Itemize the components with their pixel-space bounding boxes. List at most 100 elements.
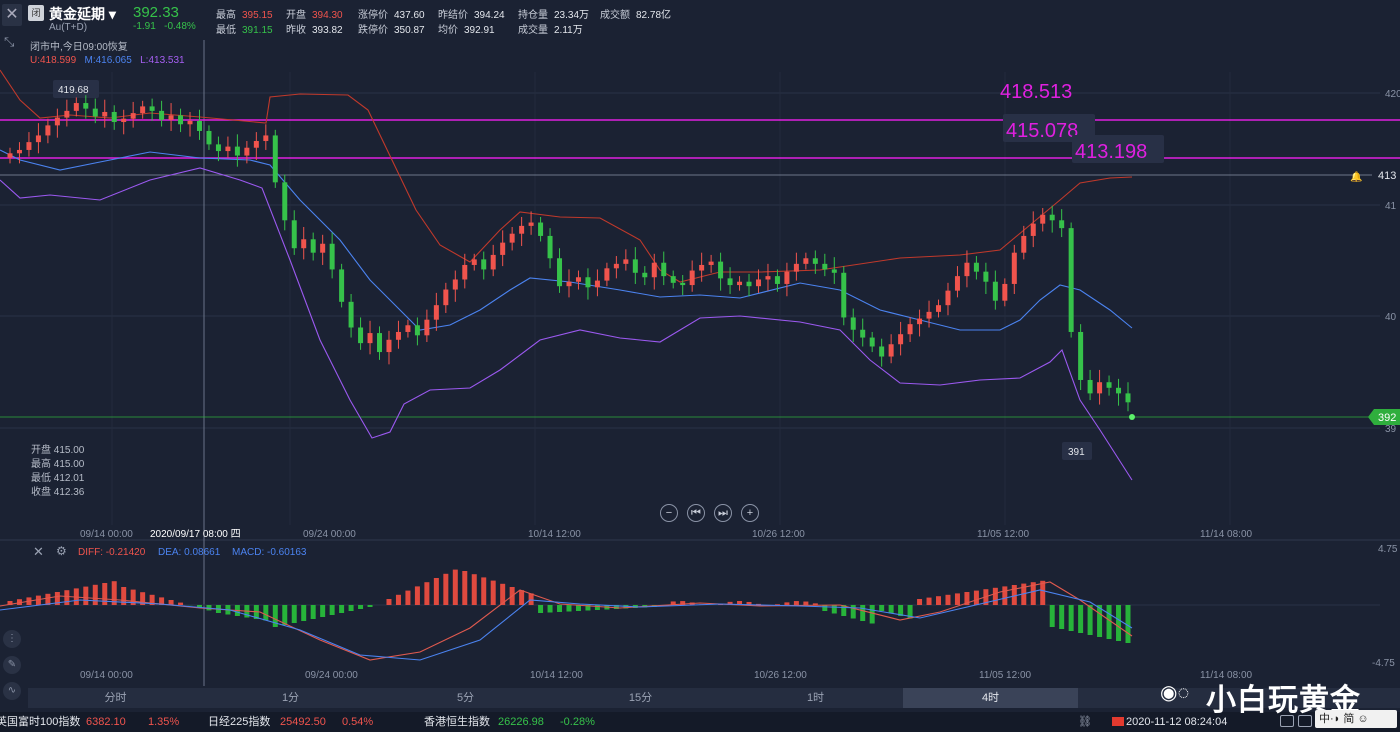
candle-body [395,331,401,340]
ime-toolbar[interactable]: 中·◗ 简 ☺ [1315,710,1397,728]
macd-histogram-bar [140,592,146,605]
candle-tool-icon[interactable]: ⋮ [3,630,21,648]
candle-body [45,125,51,136]
last-price: 392.33 [133,4,179,21]
macd-histogram-bar [623,605,629,609]
macd-histogram-bar [462,571,468,605]
candle-body [234,146,240,156]
boll-lower-line [0,167,1133,481]
crosshair-tool-icon[interactable]: ⤡ [4,34,15,49]
jump-start-button[interactable]: ⏮ [687,504,705,522]
y-axis-label: 420 [1385,89,1400,100]
draw-tool-icon[interactable]: ✎ [3,656,21,674]
candle-body [130,113,136,119]
weibo-logo-icon: ◉◌ [1160,682,1190,704]
macd-histogram-bar [83,586,89,605]
ticker-pct-nikkei: 0.54% [342,716,374,728]
macd-histogram-bar [557,605,563,612]
ticker-name-nikkei[interactable]: 日经225指数 [208,716,271,728]
x-axis-label: 10/26 12:00 [752,529,805,540]
macd-histogram-bar [282,605,288,625]
candle-body [604,268,610,281]
candle-body [443,289,449,306]
macd-histogram-bar [320,605,326,617]
macd-histogram-bar [936,596,942,605]
candle-body [178,115,184,125]
macd-histogram-bar [253,605,259,619]
macd-histogram-bar [992,587,998,605]
macd-histogram-bar [566,605,572,612]
window-restore-button[interactable] [1280,715,1294,727]
macd-histogram-bar [926,597,932,605]
zoom-in-button[interactable]: + [741,504,759,522]
candle-body [519,225,525,234]
ticker-name-ftse[interactable]: 英国富时100指数 [0,716,81,728]
tab-15min[interactable]: 15分 [628,692,653,704]
y-axis-label: 39 [1385,424,1397,435]
stat-open: 开盘 394.30 [286,10,343,21]
macd-histogram-bar [661,605,667,607]
candle-body [850,317,856,330]
last-price-tag-bg [1368,409,1400,425]
macd-histogram-bar [1125,605,1131,643]
symbol-name[interactable]: 黄金延期 ▾ [49,6,116,22]
macd-histogram-bar [452,569,458,605]
candle-body [291,220,297,249]
boll-legend: U:418.599 M:416.065 L:413.531 [30,55,185,66]
min-label-bg [1062,442,1092,460]
tab-1min[interactable]: 1分 [281,692,300,704]
tab-1hour[interactable]: 1时 [806,692,825,704]
indicator-tool-icon[interactable]: ∿ [3,682,21,700]
macd-settings-icon[interactable]: ⚙ [56,544,67,558]
candle-body [917,318,923,325]
candle-body [774,276,780,284]
boll-middle-line [0,149,1133,331]
macd-histogram-bar [737,601,743,605]
candle-body [301,239,307,249]
macd-histogram-bar [367,605,373,607]
macd-histogram-bar [443,573,449,605]
candle-body [509,233,515,243]
macd-histogram-bar [594,605,600,610]
macd-close-icon[interactable]: ✕ [33,544,44,559]
macd-histogram-bar [102,583,108,605]
candle-body [168,115,174,120]
tab-4hour[interactable]: 4时 [903,688,1078,708]
candle-body [64,110,70,118]
candle-body [121,118,127,123]
candle-body [358,327,364,344]
tab-timeshare[interactable]: 分时 [104,692,127,704]
macd-histogram-bar [869,605,875,624]
index-ticker: 英国富时100指数 6382.10 1.35% 日经225指数 25492.50… [0,712,1400,732]
candle-body [879,346,885,357]
candle-body [1068,228,1074,332]
candle-body [831,269,837,273]
market-closed-badge: 闭 [28,5,44,21]
candle-body [140,106,146,114]
candle-body [1059,220,1065,229]
macd-histogram-bar [954,593,960,605]
candle-body [35,135,41,143]
macd-histogram-bar [111,581,117,605]
candle-body [661,262,667,277]
candle-body [272,135,278,183]
stat-prev-close: 昨收 393.82 [286,25,343,36]
window-min-button[interactable] [1298,715,1312,727]
ticker-name-hsi[interactable]: 香港恒生指数 [424,716,490,728]
network-icon[interactable]: ⛓ [1078,716,1092,728]
x-axis-label: 2020/09/17 08:00 四 [150,529,241,540]
stat-limit-down: 跌停价 350.87 [358,25,425,36]
candle-body [803,258,809,264]
jump-end-button[interactable]: ⏭ [714,504,732,522]
macd-histogram-bar [822,605,828,611]
tab-5min[interactable]: 5分 [456,692,475,704]
candle-body [320,243,326,253]
macd-histogram-bar [651,605,657,607]
zoom-out-button[interactable]: − [660,504,678,522]
close-icon[interactable]: ✕ [2,4,22,26]
macd-histogram-bar [414,586,420,605]
macd-histogram-bar [310,605,316,619]
candle-body [784,271,790,284]
macd-histogram-bar [670,601,676,605]
